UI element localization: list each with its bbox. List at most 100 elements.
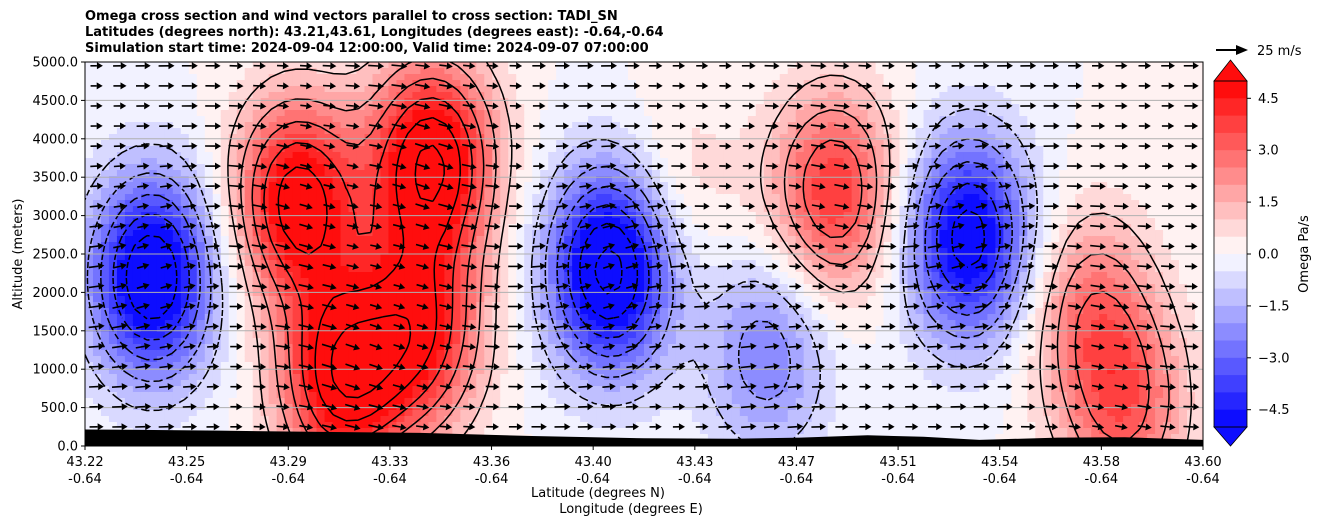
omega-cell <box>340 338 350 345</box>
omega-cell <box>707 62 717 69</box>
omega-cell <box>300 194 310 201</box>
omega-cell <box>556 362 565 369</box>
omega-cell <box>124 284 134 291</box>
omega-cell <box>516 74 525 81</box>
omega-cell <box>524 146 533 153</box>
omega-cell <box>691 206 701 213</box>
omega-cell <box>500 428 509 435</box>
omega-cell <box>268 284 278 291</box>
omega-cell <box>404 332 414 339</box>
omega-cell <box>268 254 278 261</box>
omega-cell <box>252 422 262 429</box>
omega-cell <box>580 308 589 315</box>
omega-cell <box>540 338 549 345</box>
omega-cell <box>260 314 270 321</box>
omega-cell <box>540 146 549 153</box>
omega-cell <box>140 140 150 147</box>
omega-cell <box>252 410 262 417</box>
omega-cell <box>324 260 334 267</box>
omega-cell <box>396 170 406 177</box>
omega-cell <box>300 368 310 375</box>
omega-cell <box>620 140 629 147</box>
omega-cell <box>428 116 437 123</box>
omega-cell <box>436 290 445 297</box>
omega-cell <box>556 308 565 315</box>
omega-cell <box>500 242 509 249</box>
omega-cell <box>85 356 94 363</box>
omega-cell <box>604 182 613 189</box>
omega-cell <box>92 98 102 105</box>
omega-cell <box>628 398 637 405</box>
omega-cell <box>596 80 605 87</box>
omega-cell <box>468 266 477 273</box>
omega-cell <box>260 170 270 177</box>
omega-cell <box>308 230 318 237</box>
omega-cell <box>124 368 134 375</box>
omega-cell <box>524 140 533 147</box>
omega-cell <box>132 296 142 303</box>
omega-cell <box>436 158 445 165</box>
omega-cell <box>132 392 142 399</box>
omega-cell <box>556 128 565 135</box>
omega-cell <box>620 200 629 207</box>
omega-cell <box>388 254 398 261</box>
omega-cell <box>124 146 134 153</box>
omega-cell <box>340 104 350 111</box>
omega-cell <box>683 356 693 363</box>
omega-cell <box>300 254 310 261</box>
omega-cell <box>340 260 350 267</box>
omega-cell <box>228 110 238 117</box>
omega-cell <box>564 230 573 237</box>
omega-cell <box>500 386 509 393</box>
omega-cell <box>500 314 509 321</box>
omega-cell <box>380 140 390 147</box>
omega-cell <box>420 248 429 255</box>
omega-cell <box>228 200 238 207</box>
omega-cell <box>284 296 294 303</box>
omega-cell <box>420 176 429 183</box>
omega-cell <box>588 176 597 183</box>
omega-cell <box>284 398 294 405</box>
omega-cell <box>276 308 286 315</box>
omega-cell <box>180 242 190 249</box>
omega-cell <box>604 230 613 237</box>
omega-cell <box>180 326 190 333</box>
omega-cell <box>596 62 605 69</box>
omega-cell <box>268 398 278 405</box>
omega-cell <box>156 242 166 249</box>
omega-cell <box>164 116 174 123</box>
omega-cell <box>332 398 342 405</box>
omega-cell <box>388 68 398 75</box>
omega-cell <box>691 350 701 357</box>
omega-cell <box>276 80 286 87</box>
omega-cell <box>412 248 421 255</box>
omega-cell <box>284 128 294 135</box>
omega-cell <box>212 134 222 141</box>
omega-cell <box>516 170 525 177</box>
omega-cell <box>532 134 541 141</box>
omega-cell <box>532 218 541 225</box>
omega-cell <box>92 422 102 429</box>
omega-cell <box>212 350 222 357</box>
omega-cell <box>228 362 238 369</box>
omega-cell <box>124 398 134 405</box>
omega-cell <box>556 86 565 93</box>
omega-cell <box>612 302 621 309</box>
omega-cell <box>516 380 525 387</box>
omega-cell <box>659 188 669 195</box>
omega-cell <box>156 338 166 345</box>
omega-cell <box>644 344 653 351</box>
omega-cell <box>436 248 445 255</box>
omega-cell <box>699 356 709 363</box>
omega-cell <box>436 170 445 177</box>
omega-cell <box>436 74 445 81</box>
omega-cell <box>188 68 198 75</box>
omega-cell <box>572 146 581 153</box>
omega-cell <box>116 326 126 333</box>
omega-cell <box>420 332 429 339</box>
omega-cell <box>428 224 437 231</box>
omega-cell <box>396 98 406 105</box>
omega-cell <box>196 416 206 423</box>
omega-cell <box>380 320 390 327</box>
omega-cell <box>332 206 342 213</box>
